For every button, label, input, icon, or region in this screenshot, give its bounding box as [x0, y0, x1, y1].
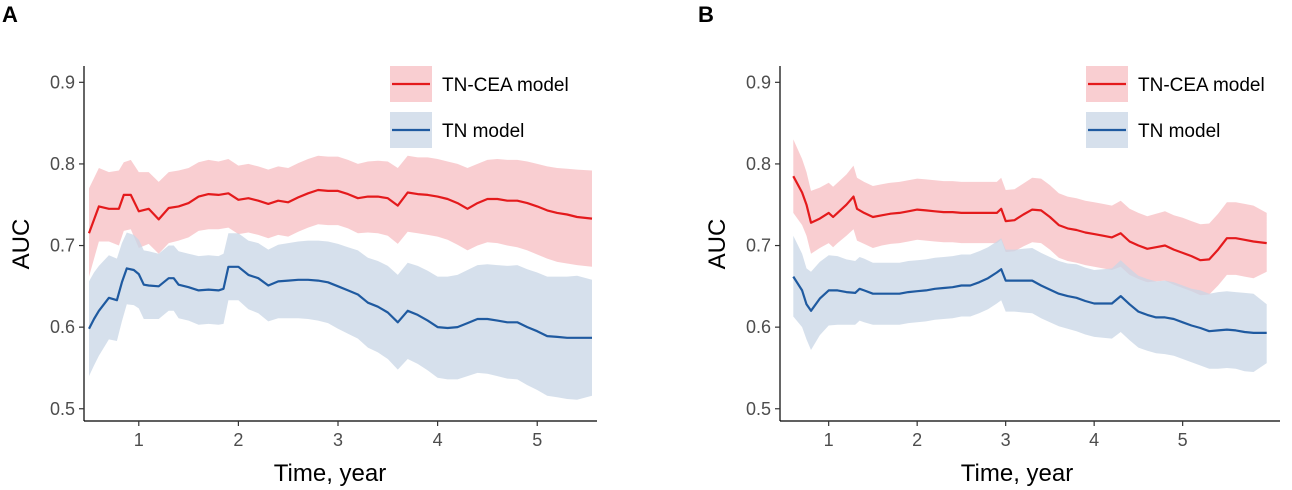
panel-a-axes [83, 66, 597, 422]
panel-b-y-tick-label: 0.7 [746, 236, 771, 256]
panel-b-y-tick-label: 0.9 [746, 72, 771, 92]
panel-a-bands [89, 155, 592, 400]
panel-b-y-ticks: 0.5 0.6 0.7 0.8 0.9 [746, 72, 780, 419]
panel-b-letter: B [698, 2, 714, 27]
panel-a-y-tick-label: 0.9 [50, 72, 75, 92]
panel-b-x-tick-label: 1 [824, 430, 834, 450]
panel-b-x-ticks: 1 2 3 4 5 [824, 421, 1188, 450]
panel-b-tncea-ci-band [793, 139, 1267, 296]
panel-b-tncea-line [792, 175, 1267, 262]
panel-b-bands [793, 139, 1267, 372]
panel-b-x-tick-label: 5 [1178, 430, 1188, 450]
panel-a-lines [87, 188, 593, 339]
panel-b-axes [779, 66, 1280, 422]
panel-b-legend-label-tncea: TN-CEA model [1138, 75, 1265, 96]
panel-a: A 0.5 0.6 0.7 0.8 0.9 1 2 3 4 5 Time, year AUC T… [2, 2, 597, 487]
panel-a-y-ticks: 0.5 0.6 0.7 0.8 0.9 [50, 72, 84, 419]
panel-b-x-tick-label: 4 [1089, 430, 1099, 450]
panel-a-y-tick-label: 0.6 [50, 317, 75, 337]
panel-b-legend: TN-CEA model TN model [1086, 66, 1265, 148]
panel-b-x-tick-label: 3 [1001, 430, 1011, 450]
panel-a-x-ticks: 1 2 3 4 5 [134, 421, 542, 450]
panel-b-legend-label-tn: TN model [1138, 121, 1220, 142]
panel-a-legend: TN-CEA model TN model [390, 66, 569, 148]
panel-b-x-axis-title: Time, year [961, 460, 1073, 487]
panel-a-x-tick-label: 1 [134, 430, 144, 450]
panel-b-tn-ci-band [793, 235, 1267, 372]
panel-a-x-tick-label: 4 [433, 430, 443, 450]
panel-a-x-tick-label: 3 [333, 430, 343, 450]
panel-b: B 0.5 0.6 0.7 0.8 0.9 1 2 3 4 5 Time, year AUC T… [698, 2, 1280, 487]
panel-a-y-axis-title: AUC [8, 219, 35, 270]
panel-a-tncea-ci-band [89, 155, 592, 277]
panel-a-legend-label-tn: TN model [442, 121, 524, 142]
panel-b-y-tick-label: 0.5 [746, 399, 771, 419]
panel-a-tn-line [88, 265, 592, 339]
panel-b-y-tick-label: 0.6 [746, 317, 771, 337]
panel-a-letter: A [2, 2, 18, 27]
panel-a-x-tick-label: 2 [233, 430, 243, 450]
panel-a-tn-ci-band [89, 232, 592, 400]
panel-a-y-tick-label: 0.7 [50, 236, 75, 256]
panel-b-y-axis-title: AUC [704, 219, 731, 270]
panel-b-x-tick-label: 2 [912, 430, 922, 450]
panel-a-x-axis-title: Time, year [274, 460, 386, 487]
panel-a-legend-label-tncea: TN-CEA model [442, 75, 569, 96]
panel-a-y-tick-label: 0.8 [50, 154, 75, 174]
panel-b-y-tick-label: 0.8 [746, 154, 771, 174]
panel-a-x-tick-label: 5 [532, 430, 542, 450]
panel-a-y-tick-label: 0.5 [50, 399, 75, 419]
panel-a-tncea-line [87, 188, 593, 234]
panel-b-lines [792, 175, 1267, 334]
panel-b-tn-line [792, 268, 1267, 334]
